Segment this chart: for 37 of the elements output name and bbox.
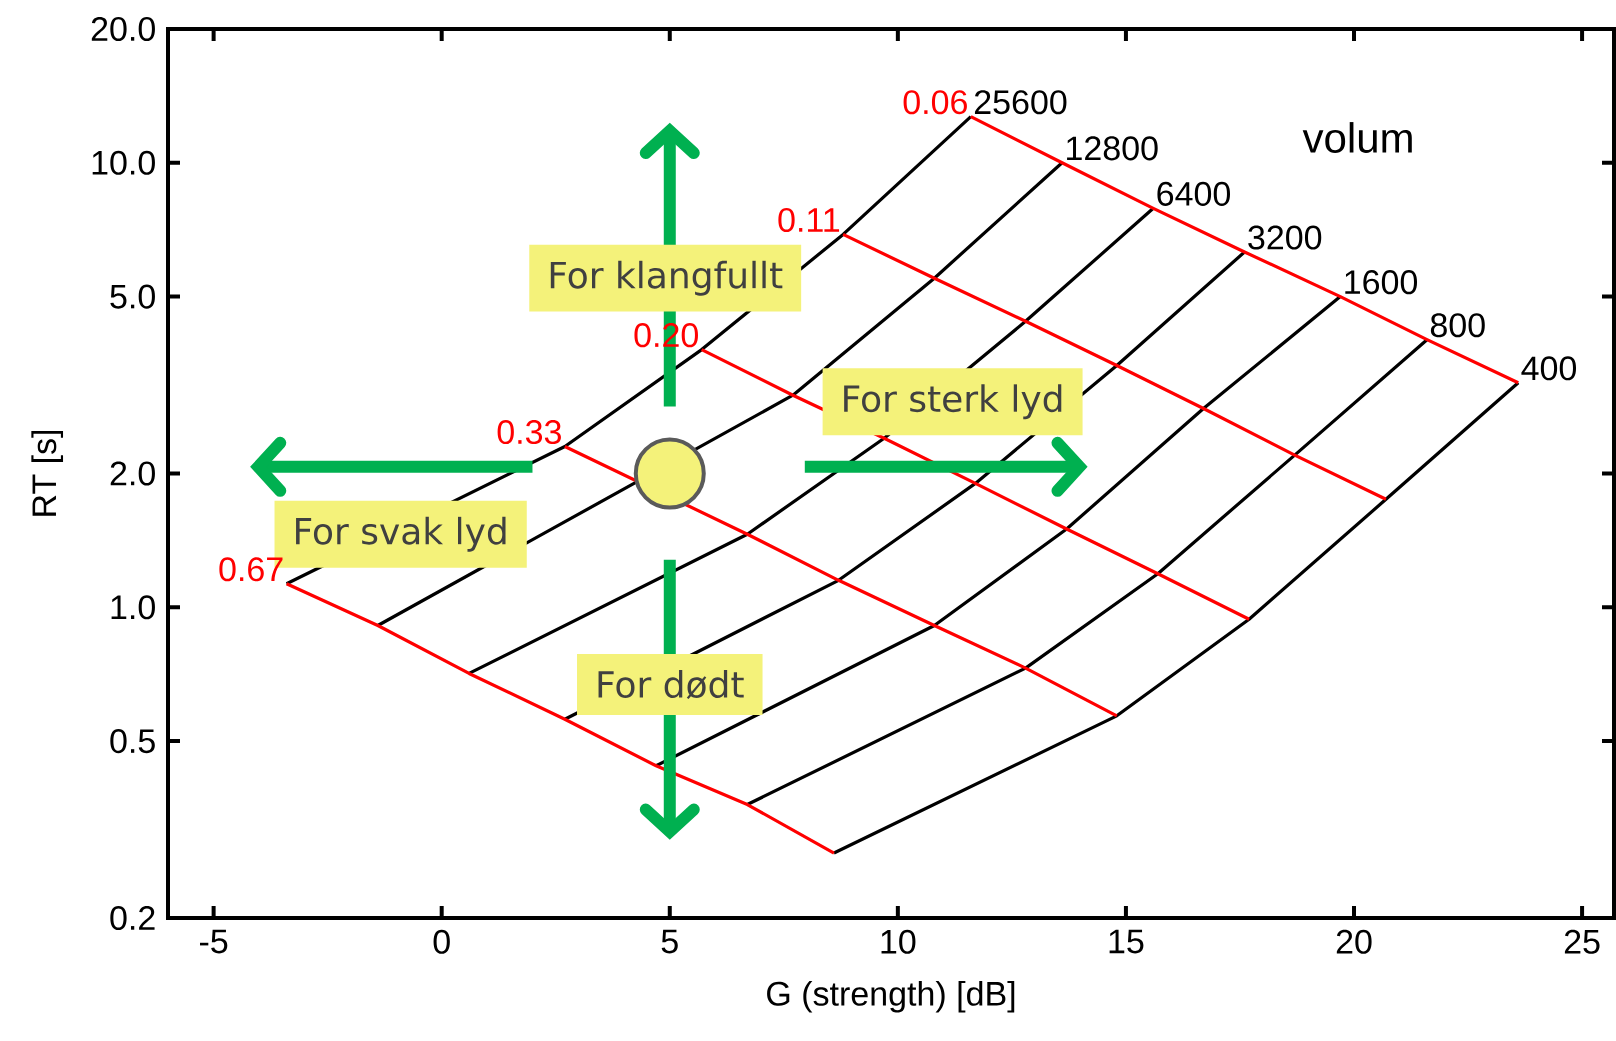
x-tick-label: 15 — [1109, 929, 1144, 954]
series-label: 0.11 — [778, 207, 840, 233]
x-tick-label: 5 — [661, 929, 678, 954]
series-label: 0.67 — [219, 557, 283, 582]
annotation: For klangfullt — [550, 260, 783, 296]
y-tick-label: 2.0 — [110, 461, 155, 486]
series-label: 3200 — [1248, 225, 1322, 250]
x-tick-label: 10 — [881, 929, 916, 954]
x-tick-label: -5 — [200, 929, 228, 954]
line-series — [745, 338, 1429, 807]
x-tick-label: 0 — [433, 929, 450, 954]
line-series — [285, 582, 836, 855]
series-label: 6400 — [1157, 181, 1231, 206]
x-axis-title: G (strength) [dB] — [767, 980, 1015, 1013]
series-label: 0.06 — [903, 90, 967, 115]
annotation: For dødt — [598, 670, 744, 700]
annotation: For svak lyd — [296, 516, 506, 552]
y-axis-title: RT [s] — [31, 430, 64, 516]
series-label: 800 — [1430, 313, 1485, 338]
line-series — [563, 444, 1119, 718]
line-series — [969, 115, 1520, 385]
annotation: volum — [1302, 122, 1412, 153]
series-label: 400 — [1521, 356, 1577, 381]
series-label: 25600 — [974, 90, 1067, 115]
y-tick-label: 1.0 — [111, 595, 155, 620]
series-label: 0.33 — [497, 420, 561, 445]
annotation: For sterk lyd — [844, 384, 1062, 420]
series-label: 12800 — [1067, 136, 1158, 161]
x-tick-label: 20 — [1336, 929, 1372, 954]
y-tick-label: 0.5 — [110, 729, 155, 754]
x-tick-label: 25 — [1564, 929, 1600, 954]
line-series — [832, 381, 1520, 855]
y-tick-label: 20.0 — [91, 16, 155, 42]
y-tick-label: 10.0 — [92, 150, 155, 175]
series-label: 1600 — [1345, 270, 1418, 295]
y-tick-label: 0.2 — [110, 905, 155, 931]
y-tick-label: 5.0 — [110, 284, 155, 309]
